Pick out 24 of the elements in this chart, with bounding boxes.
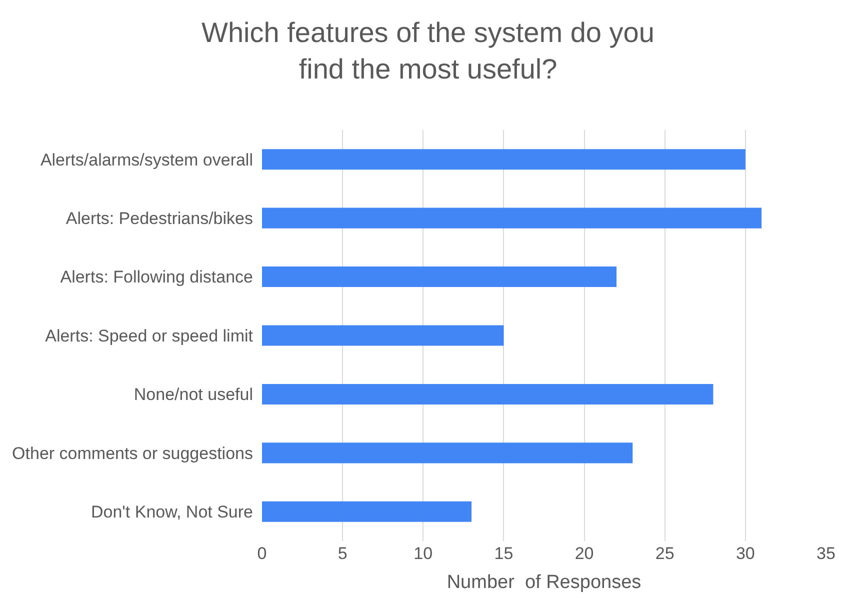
y-tick-label: None/not useful [134, 385, 253, 404]
bar [262, 208, 762, 228]
bar [262, 149, 746, 170]
bar [262, 266, 617, 288]
y-tick-label: Alerts: Speed or speed limit [45, 326, 254, 346]
x-axis-title: Number of Responses [446, 572, 642, 593]
x-tick-label: 30 [736, 544, 755, 563]
y-tick-label: Other comments or suggestions [12, 444, 253, 463]
x-tick-label: 15 [494, 544, 514, 563]
x-tick-label: 10 [414, 544, 433, 563]
x-tick-label: 5 [338, 544, 348, 563]
y-tick-label: Don't Know, Not Sure [91, 502, 253, 522]
chart-title: Which features of the system do you find the most useful? [202, 17, 654, 84]
y-tick-label: Alerts: Following distance [60, 268, 253, 287]
x-tick-label: 35 [816, 544, 836, 563]
x-tick-label: 0 [257, 544, 267, 563]
x-tick-label: 20 [574, 544, 594, 563]
bar [262, 384, 714, 404]
x-tick-label: 25 [655, 544, 674, 563]
bar [262, 442, 633, 464]
bar [262, 501, 472, 522]
y-tick-label: Alerts/alarms/system overall [40, 150, 253, 170]
y-tick-label: Alerts: Pedestrians/bikes [66, 209, 253, 228]
bar [262, 325, 504, 346]
